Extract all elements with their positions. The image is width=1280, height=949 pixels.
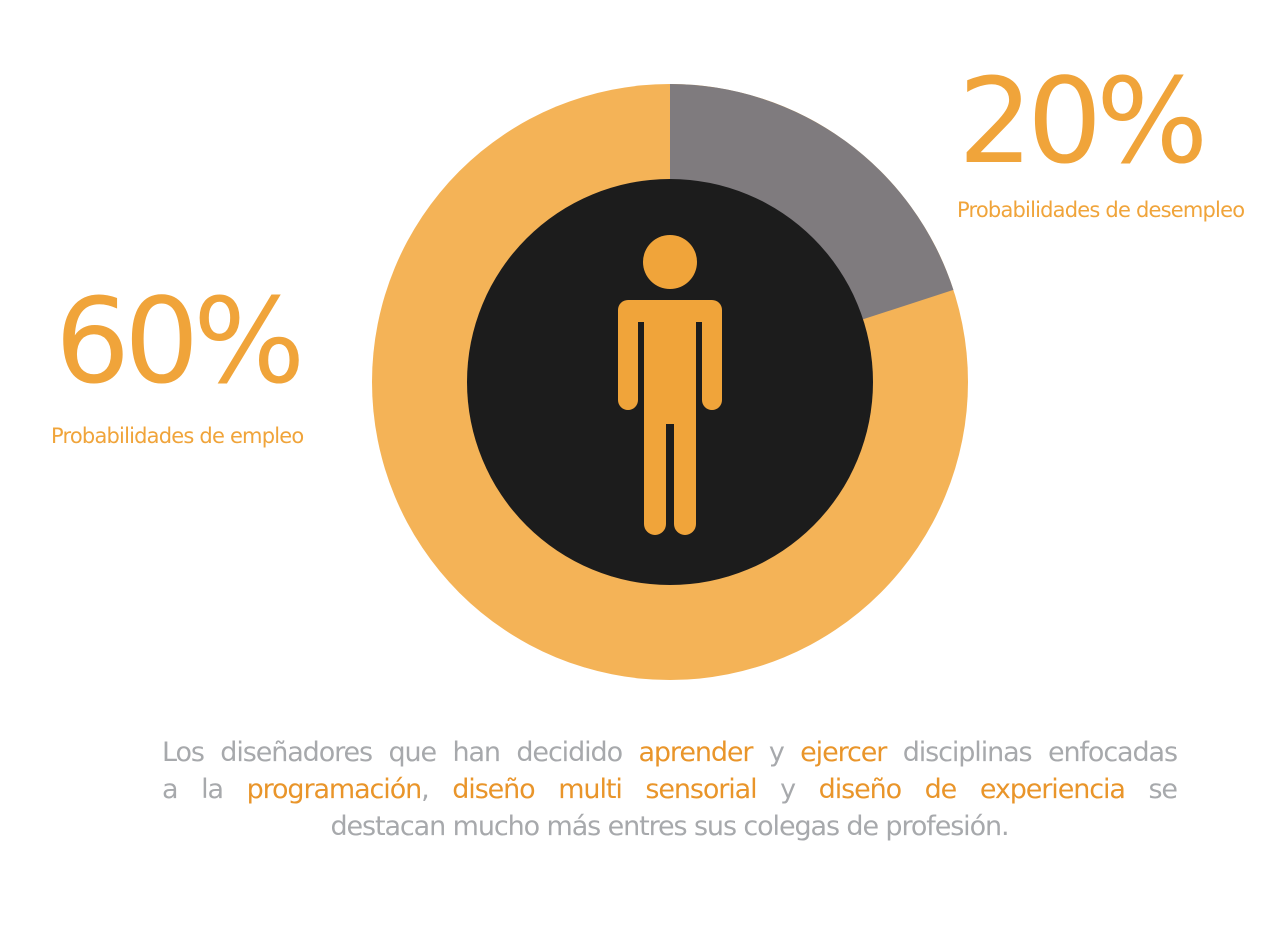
description-word: han (452, 734, 499, 771)
highlight-diseno: diseño (452, 771, 534, 808)
stat-empleo-percent: 60% (55, 282, 299, 400)
highlight-aprender: aprender (638, 734, 752, 771)
highlight-programacion: programación (247, 774, 422, 805)
description-line-2: a la programación, diseño multi sensoria… (162, 771, 1177, 808)
highlight-multi: multi (558, 771, 622, 808)
description-word: enfocadas (1048, 734, 1177, 771)
description-word: y (780, 771, 795, 808)
description-line-1: Los diseñadores que han decidido aprende… (162, 734, 1177, 771)
description-word: se (1148, 771, 1176, 808)
description-word: Los (162, 734, 204, 771)
highlight-diseno-2: diseño (819, 771, 901, 808)
description-comma: , (421, 774, 428, 805)
description-word: a (162, 771, 177, 808)
highlight-experiencia: experiencia (980, 771, 1125, 808)
description-word: decidido (516, 734, 622, 771)
description-line-3: destacan mucho más entres sus colegas de… (162, 808, 1177, 845)
description-word: disciplinas (903, 734, 1032, 771)
description-word: que (388, 734, 436, 771)
stat-empleo-caption: Probabilidades de empleo (51, 424, 303, 448)
description-word: diseñadores (220, 734, 372, 771)
stat-desempleo-caption: Probabilidades de desempleo (957, 198, 1244, 222)
description-word: la (201, 771, 223, 808)
highlight-sensorial: sensorial (645, 771, 756, 808)
highlight-de: de (925, 771, 957, 808)
description-paragraph: Los diseñadores que han decidido aprende… (162, 734, 1177, 845)
description-word: y (769, 734, 784, 771)
highlight-programacion-group: programación, (247, 771, 429, 808)
highlight-ejercer: ejercer (800, 734, 886, 771)
stat-desempleo-percent: 20% (958, 62, 1202, 180)
